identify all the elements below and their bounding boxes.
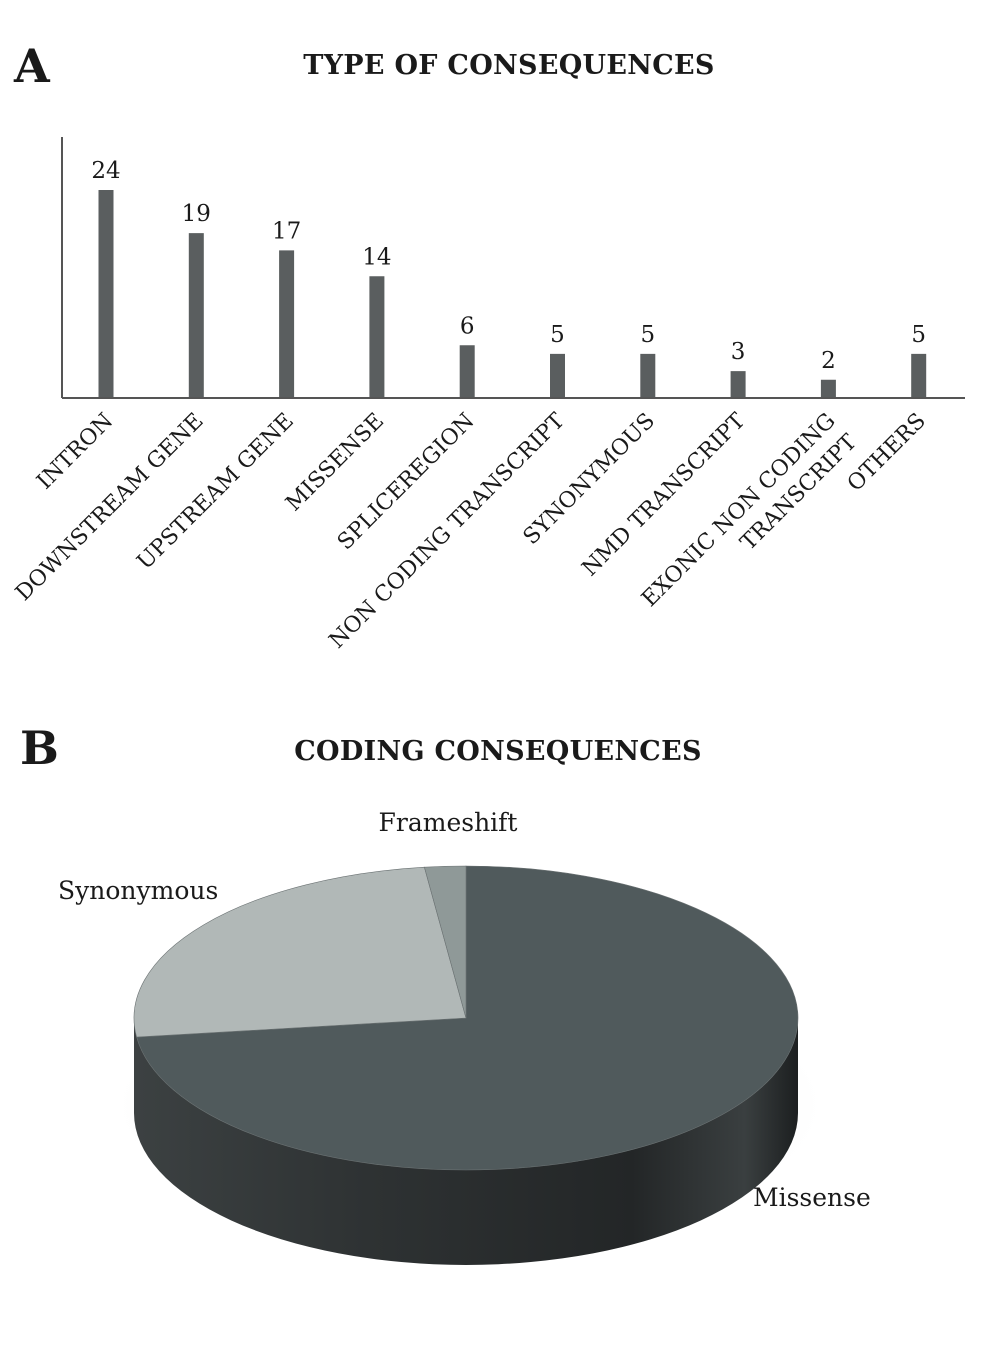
pie-slice: [133, 866, 467, 1038]
bar-value-label: 5: [911, 322, 926, 348]
pie-chart-title: CODING CONSEQUENCES: [294, 736, 702, 767]
bar: [459, 345, 475, 397]
panel-a-letter: A: [13, 39, 51, 93]
bar: [369, 276, 385, 397]
bar: [911, 353, 927, 397]
bar-value-label: 5: [550, 322, 565, 348]
category-label-line: NMD TRANSCRIPT: [578, 408, 751, 581]
bar: [98, 190, 114, 397]
pie-slice: [136, 865, 799, 1171]
pie-slice-label: Synonymous: [58, 876, 218, 905]
panel-b-letter: B: [20, 721, 59, 775]
bar-value-label: 5: [640, 322, 655, 348]
bar-value-label: 24: [91, 158, 120, 184]
bar-value-label: 3: [731, 339, 746, 365]
bar-chart-title: TYPE OF CONSEQUENCES: [303, 50, 714, 81]
category-label-line: UPSTREAM GENE: [133, 409, 299, 575]
pie-side: [134, 1018, 798, 1265]
bar: [188, 233, 204, 397]
bar-value-label: 19: [182, 201, 211, 227]
category-label: NMD TRANSCRIPT: [578, 408, 751, 581]
pie-slice-label: Frameshift: [379, 808, 518, 837]
category-label: UPSTREAM GENE: [133, 409, 299, 575]
category-label-line: DOWNSTREAM GENE: [11, 409, 208, 606]
bar-value-label: 2: [821, 348, 836, 374]
bar: [550, 353, 565, 397]
bar: [730, 371, 746, 397]
category-label: DOWNSTREAM GENE: [11, 409, 208, 606]
bar-value-label: 14: [362, 244, 391, 270]
pie-chart: Missense Synonymous Frameshift: [58, 808, 871, 1265]
category-label-line: INTRON: [32, 409, 118, 495]
category-label: INTRON: [32, 409, 118, 495]
bar: [279, 250, 295, 397]
pie-slice: [424, 865, 467, 1019]
category-label-line: EXONIC NON CODING: [637, 409, 840, 612]
pie-slice-label: Missense: [753, 1183, 871, 1212]
bar-value-label: 17: [272, 218, 301, 244]
bar-value-label: 6: [460, 313, 475, 339]
bar: [820, 379, 836, 397]
bar: [640, 353, 656, 397]
